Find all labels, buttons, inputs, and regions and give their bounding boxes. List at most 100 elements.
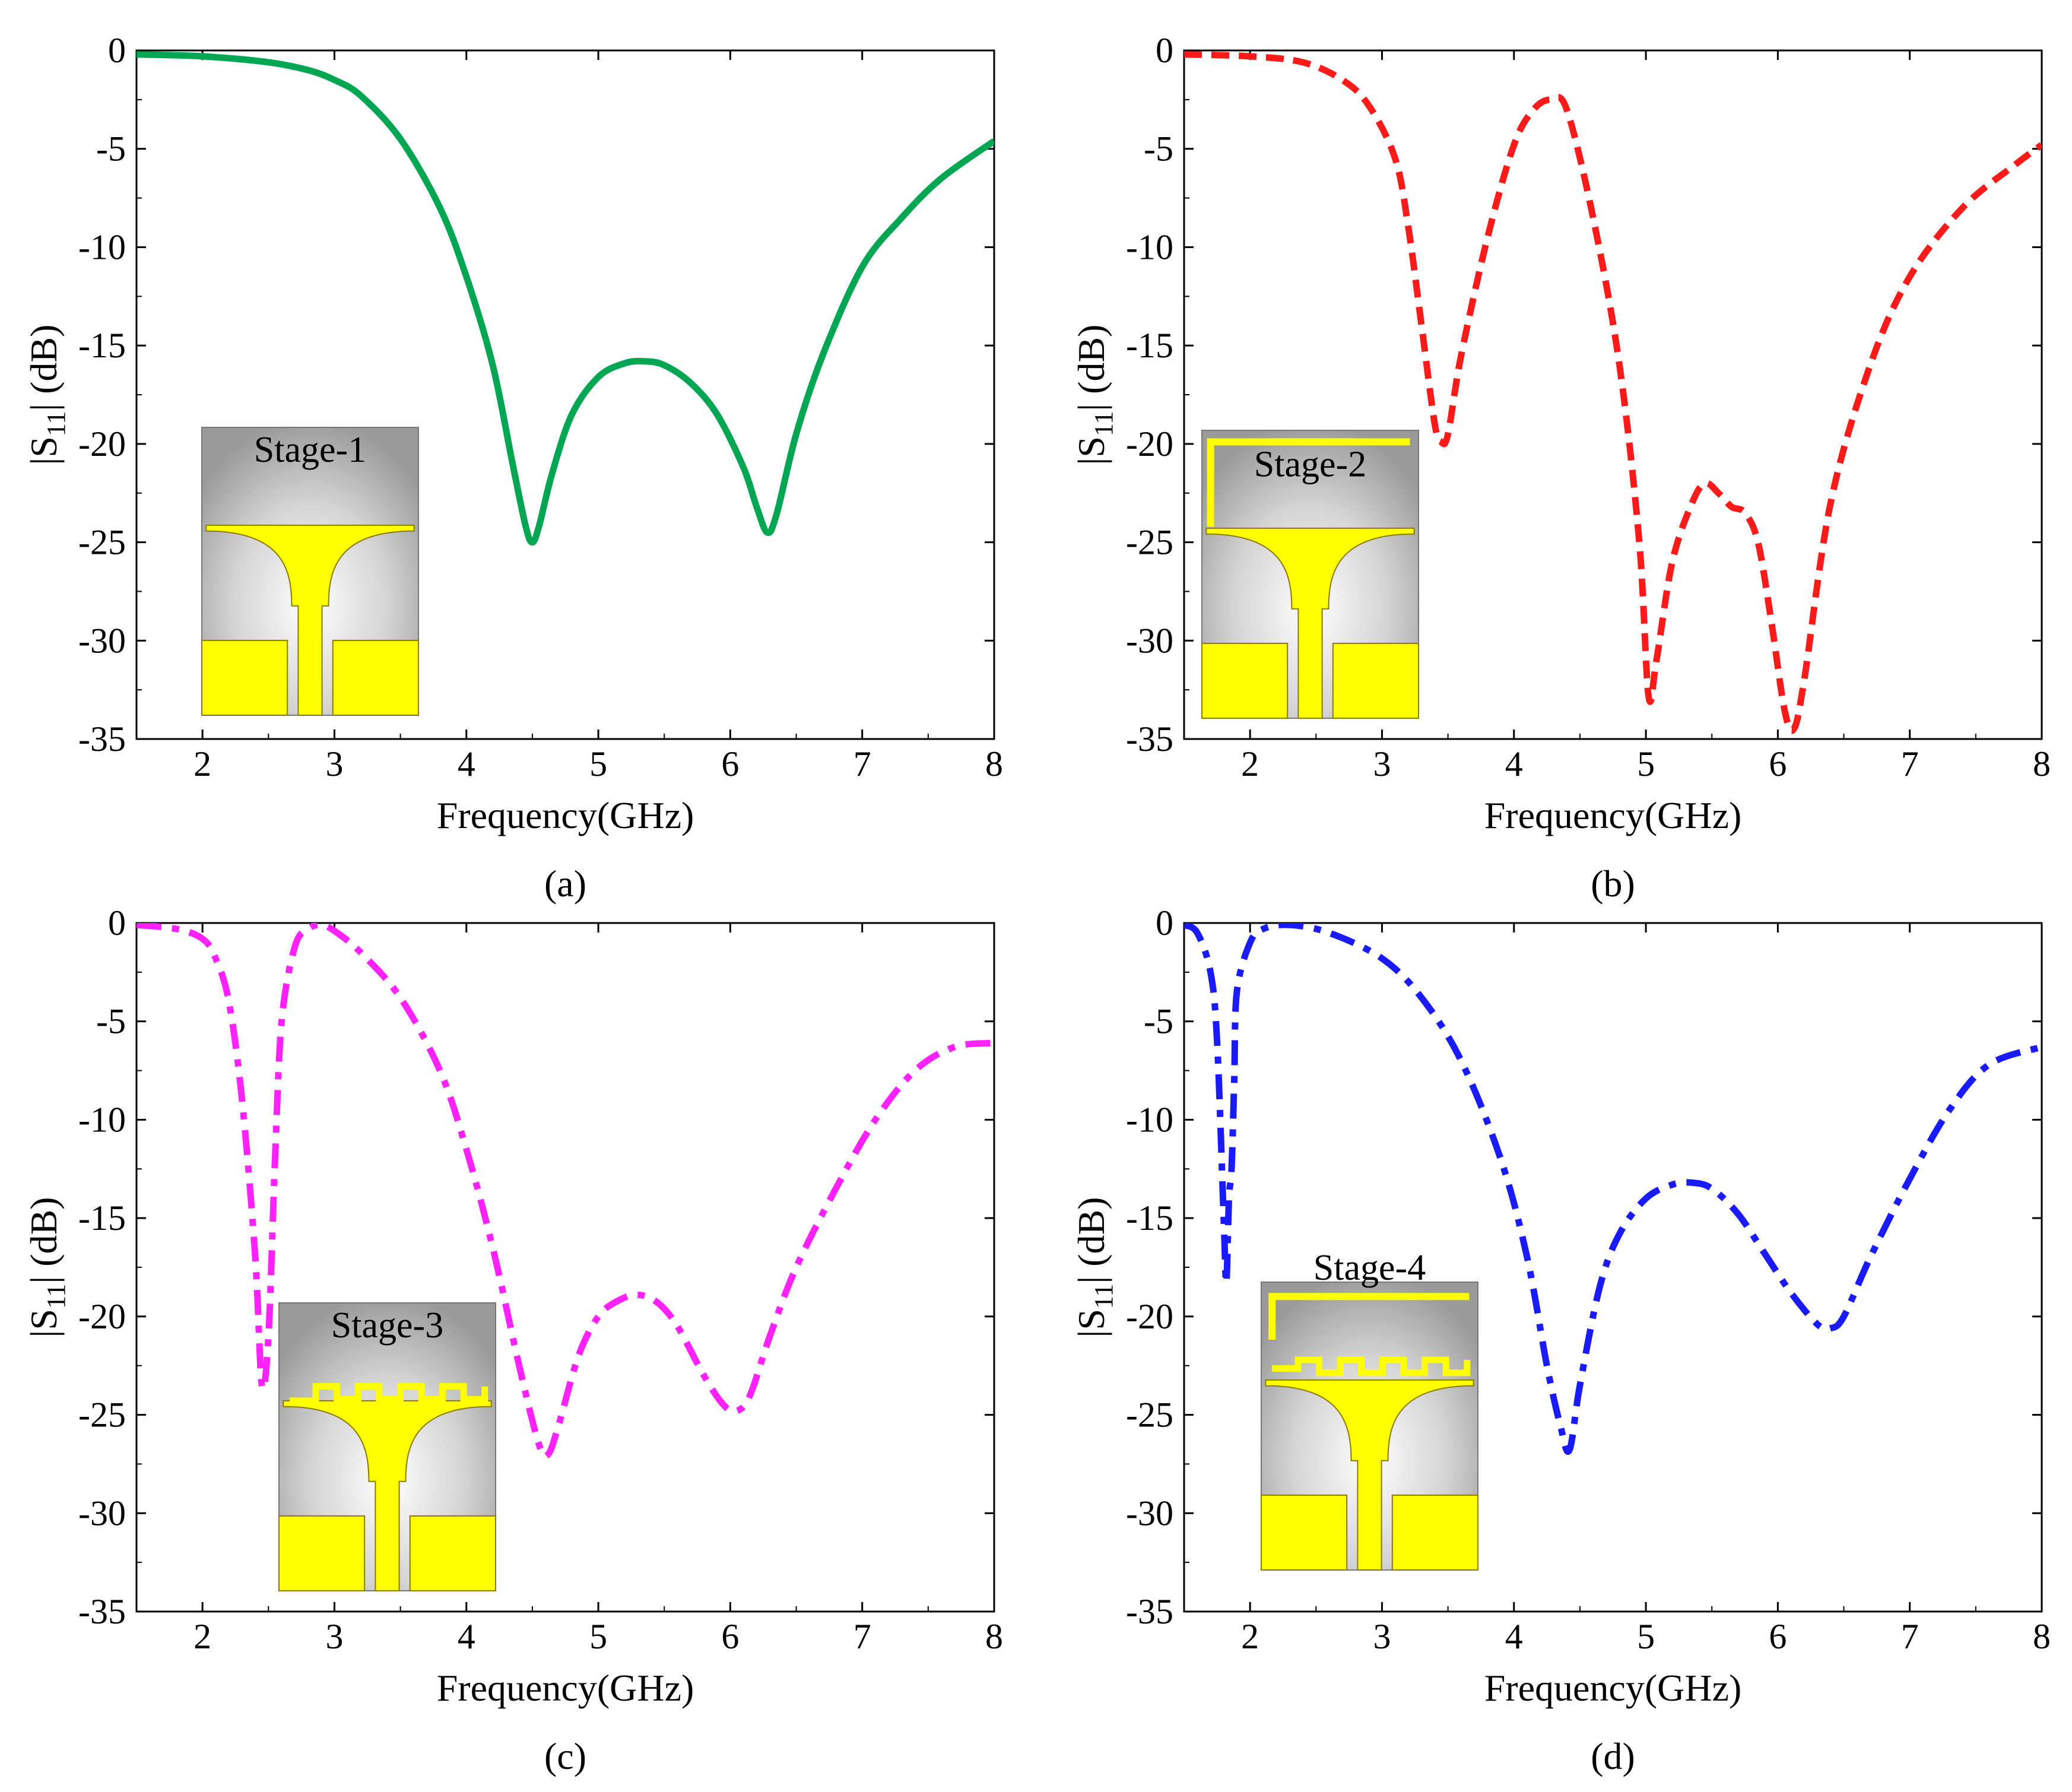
y-tick-label: -15 bbox=[78, 1198, 126, 1238]
x-tick-label: 4 bbox=[458, 744, 475, 784]
y-tick-label: -15 bbox=[78, 326, 126, 365]
y-tick-label: -15 bbox=[1126, 326, 1173, 365]
y-tick-label: 0 bbox=[108, 31, 126, 70]
y-tick-label: -35 bbox=[1126, 1592, 1173, 1631]
x-tick-label: 3 bbox=[325, 744, 343, 784]
y-tick-label: 0 bbox=[1156, 31, 1173, 70]
y-tick-label: -15 bbox=[1126, 1198, 1173, 1238]
x-tick-label: 6 bbox=[721, 1617, 739, 1656]
x-tick-label: 5 bbox=[1637, 1617, 1655, 1656]
inset-meander-line bbox=[290, 1383, 488, 1404]
antenna-inset-stage-3: Stage-3 bbox=[278, 1302, 497, 1591]
y-axis-label: |S11| (dB) bbox=[1070, 325, 1118, 465]
y-tick-label: -20 bbox=[1126, 424, 1173, 464]
inset-l-strip bbox=[1268, 1293, 1470, 1340]
panel-caption: (d) bbox=[1591, 1735, 1635, 1777]
x-tick-label: 5 bbox=[1637, 744, 1655, 784]
x-tick-label: 8 bbox=[985, 1617, 1003, 1656]
y-tick-label: -20 bbox=[1126, 1297, 1173, 1336]
y-tick-label: -5 bbox=[96, 1002, 126, 1041]
x-tick-label: 3 bbox=[1373, 744, 1391, 784]
x-axis-label: Frequency(GHz) bbox=[1484, 1667, 1742, 1709]
inset-l-strip bbox=[1207, 438, 1410, 527]
x-tick-label: 5 bbox=[589, 1617, 607, 1656]
y-tick-label: -10 bbox=[78, 227, 126, 267]
x-tick-label: 2 bbox=[193, 744, 211, 784]
x-tick-label: 7 bbox=[1901, 1617, 1919, 1656]
x-axis-label: Frequency(GHz) bbox=[437, 794, 694, 836]
series-line-stage-2 bbox=[1184, 51, 2042, 734]
y-tick-label: -10 bbox=[1126, 1100, 1173, 1139]
y-axis-label: |S11| (dB) bbox=[23, 1197, 71, 1338]
antenna-inset-stage-2: Stage-2 bbox=[1201, 430, 1419, 719]
x-tick-label: 8 bbox=[985, 744, 1003, 784]
y-tick-label: 0 bbox=[108, 903, 126, 943]
y-tick-label: -10 bbox=[78, 1100, 126, 1139]
inset-stage-label: Stage-1 bbox=[254, 430, 366, 470]
y-tick-label: -30 bbox=[78, 621, 126, 660]
inset-ground-right bbox=[409, 1515, 497, 1591]
x-axis-label: Frequency(GHz) bbox=[437, 1667, 694, 1709]
x-axis-label: Frequency(GHz) bbox=[1484, 794, 1742, 836]
inset-radiator bbox=[205, 524, 415, 716]
x-tick-label: 7 bbox=[853, 744, 871, 784]
y-tick-label: -30 bbox=[78, 1493, 126, 1533]
y-tick-label: -25 bbox=[78, 1395, 126, 1435]
inset-stage-label: Stage-3 bbox=[331, 1305, 443, 1346]
y-tick-label: -25 bbox=[1126, 1395, 1173, 1435]
y-tick-label: -35 bbox=[1126, 719, 1173, 759]
y-tick-label: -35 bbox=[78, 1592, 126, 1631]
inset-ground-left bbox=[1261, 1494, 1348, 1571]
inset-ground-right bbox=[1391, 1494, 1478, 1571]
inset-stage-label: Stage-2 bbox=[1254, 444, 1366, 484]
y-tick-label: -10 bbox=[1126, 227, 1173, 267]
plot-frame bbox=[135, 922, 995, 1613]
y-tick-label: -20 bbox=[78, 1297, 126, 1336]
series-line-stage-1 bbox=[137, 51, 994, 546]
y-tick-label: -35 bbox=[78, 719, 126, 759]
panel-a: Stage-1 2 3 4 5 6 7 8 0 -5 -10 -15 -20 -25 -30 -35 Frequ… bbox=[23, 31, 1003, 905]
x-tick-label: 6 bbox=[721, 744, 739, 784]
y-tick-label: -25 bbox=[78, 523, 126, 562]
inset-ground-right bbox=[332, 639, 420, 716]
x-tick-label: 2 bbox=[193, 1617, 211, 1656]
inset-radiator bbox=[1205, 527, 1415, 719]
y-tick-label: -5 bbox=[96, 129, 126, 169]
inset-meander-line bbox=[1272, 1356, 1471, 1376]
y-axis-label: |S11| (dB) bbox=[1070, 1197, 1118, 1338]
x-tick-label: 6 bbox=[1769, 1617, 1787, 1656]
x-tick-label: 7 bbox=[1901, 744, 1919, 784]
x-tick-label: 4 bbox=[458, 1617, 475, 1656]
inset-radiator bbox=[1265, 1379, 1474, 1571]
y-tick-label: -30 bbox=[1126, 1493, 1173, 1533]
y-tick-label: -25 bbox=[1126, 523, 1173, 562]
panel-b: Stage-2 2 3 4 5 6 7 8 0 -5 -10 -15 -20 -25 -30 -35 Frequ… bbox=[1070, 31, 2051, 905]
panel-c: Stage-3 2 3 4 5 6 7 8 0 -5 -10 -15 -20 -25 -30 -35 Frequ… bbox=[23, 903, 1003, 1777]
x-tick-label: 4 bbox=[1505, 744, 1523, 784]
x-tick-label: 3 bbox=[325, 1617, 343, 1656]
series-line-stage-3 bbox=[137, 923, 994, 1460]
inset-ground-left bbox=[278, 1515, 366, 1591]
antenna-inset-stage-4: Stage-4 bbox=[1261, 1248, 1478, 1571]
x-tick-label: 5 bbox=[589, 744, 607, 784]
panel-d: Stage-4 2 3 4 5 6 7 8 0 -5 -10 -15 -20 -25 -30 -35 Frequ… bbox=[1070, 903, 2051, 1777]
y-tick-label: 0 bbox=[1156, 903, 1173, 943]
y-axis-label: |S11| (dB) bbox=[23, 325, 71, 465]
x-tick-label: 8 bbox=[2033, 1617, 2051, 1656]
panel-caption: (c) bbox=[544, 1735, 586, 1777]
x-tick-label: 3 bbox=[1373, 1617, 1391, 1656]
antenna-inset-stage-1: Stage-1 bbox=[201, 427, 420, 716]
panel-caption: (a) bbox=[544, 862, 586, 905]
y-tick-label: -30 bbox=[1126, 621, 1173, 660]
inset-ground-right bbox=[1332, 642, 1419, 719]
x-tick-label: 8 bbox=[2033, 744, 2051, 784]
x-tick-label: 6 bbox=[1769, 744, 1787, 784]
y-tick-label: -5 bbox=[1144, 1002, 1173, 1041]
x-tick-label: 2 bbox=[1241, 744, 1259, 784]
panel-caption: (b) bbox=[1591, 862, 1635, 905]
x-tick-label: 2 bbox=[1241, 1617, 1259, 1656]
inset-radiator bbox=[283, 1400, 492, 1591]
inset-ground-left bbox=[1201, 642, 1289, 719]
inset-stage-label: Stage-4 bbox=[1313, 1248, 1426, 1288]
